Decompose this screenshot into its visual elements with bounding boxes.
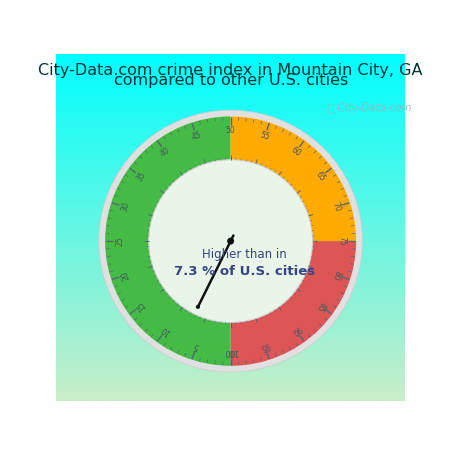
Text: 0: 0 [228, 347, 233, 356]
Text: 35: 35 [135, 170, 148, 183]
Text: compared to other U.S. cities: compared to other U.S. cities [113, 73, 348, 88]
Text: 90: 90 [289, 324, 302, 337]
Circle shape [196, 305, 200, 309]
Text: ⓘ City-Data.com: ⓘ City-Data.com [328, 103, 412, 112]
Text: 50: 50 [226, 126, 235, 135]
Text: 30: 30 [119, 201, 131, 213]
Text: 85: 85 [314, 299, 327, 312]
Wedge shape [230, 241, 356, 366]
Text: 40: 40 [159, 145, 172, 158]
Text: 7.3 % of U.S. cities: 7.3 % of U.S. cities [174, 265, 315, 278]
Text: 75: 75 [337, 236, 346, 246]
Text: 10: 10 [159, 324, 172, 337]
Text: 55: 55 [259, 130, 271, 142]
Text: 80: 80 [330, 269, 342, 281]
Text: Higher than in: Higher than in [202, 248, 287, 261]
Text: 65: 65 [314, 170, 327, 183]
Wedge shape [105, 117, 230, 366]
Circle shape [99, 110, 362, 372]
Text: 15: 15 [135, 299, 147, 312]
Text: 20: 20 [119, 269, 131, 281]
Text: City-Data.com crime index in Mountain City, GA: City-Data.com crime index in Mountain Ci… [38, 63, 423, 78]
Text: 60: 60 [289, 145, 302, 158]
Text: 95: 95 [259, 340, 271, 352]
Text: 70: 70 [330, 201, 342, 213]
Circle shape [105, 117, 356, 366]
Text: 25: 25 [115, 236, 124, 246]
Wedge shape [230, 117, 356, 241]
Circle shape [148, 160, 313, 323]
Text: 45: 45 [190, 130, 202, 142]
Circle shape [227, 238, 234, 245]
Text: 5: 5 [193, 341, 200, 351]
Text: 100: 100 [223, 347, 238, 356]
